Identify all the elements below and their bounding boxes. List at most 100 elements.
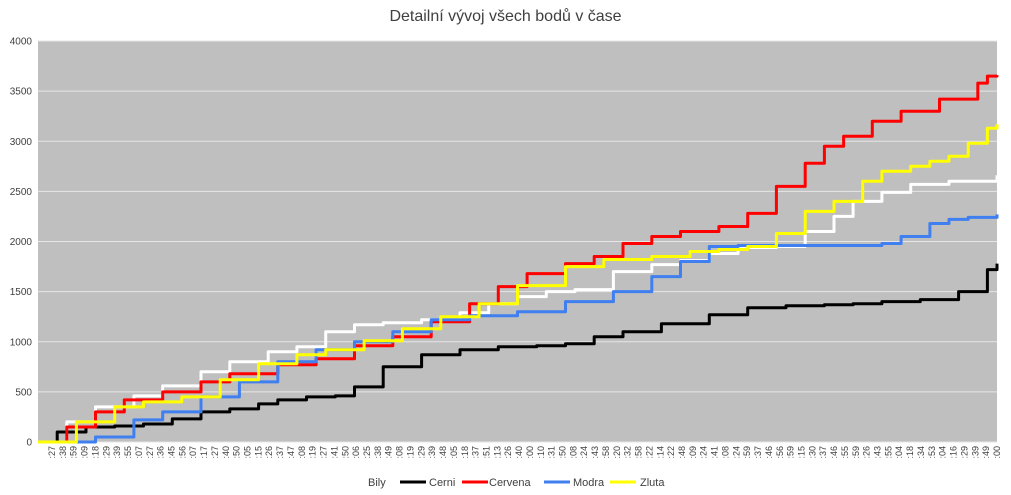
x-tick-label: :14 <box>655 446 665 459</box>
x-tick-label: :55 <box>883 446 893 459</box>
x-tick-label: :10 <box>536 446 546 459</box>
x-tick-label: :31 <box>547 446 557 459</box>
x-tick-label: :26 <box>503 446 513 459</box>
x-tick-label: :18 <box>905 446 915 459</box>
series-line-cervena <box>38 74 999 444</box>
x-tick-label: :19 <box>405 446 415 459</box>
x-tick-label: :56 <box>775 446 785 459</box>
x-tick-label: :20 <box>612 446 622 459</box>
x-tick-label: :40 <box>221 446 231 459</box>
x-tick-label: :39 <box>427 446 437 459</box>
y-tick-label: 1000 <box>10 337 33 348</box>
x-tick-label: :34 <box>916 446 926 459</box>
x-tick-label: :45 <box>166 446 176 459</box>
x-tick-label: :59 <box>69 446 79 459</box>
x-tick-label: :00 <box>992 446 1002 459</box>
x-tick-label: :46 <box>764 446 774 459</box>
x-tick-label: :48 <box>677 446 687 459</box>
x-tick-label: :36 <box>156 446 166 459</box>
x-tick-label: :49 <box>981 446 991 459</box>
x-tick-label: :58 <box>634 446 644 459</box>
legend-label-bily: Bily <box>368 477 386 489</box>
x-tick-label: :38 <box>373 446 383 459</box>
x-tick-label: :53 <box>927 446 937 459</box>
x-tick-label: :26 <box>264 446 274 459</box>
x-axis: :27:38:59:09:18:29:39:55:07:27:36:45:56:… <box>47 446 1002 459</box>
x-tick-label: :05 <box>243 446 253 459</box>
x-tick-label: :47 <box>286 446 296 459</box>
x-tick-label: :46 <box>829 446 839 459</box>
x-tick-label: :29 <box>416 446 426 459</box>
x-tick-label: :04 <box>938 446 948 459</box>
series-line-zluta <box>38 124 999 444</box>
x-tick-label: :08 <box>297 446 307 459</box>
y-tick-label: 4000 <box>10 37 33 48</box>
y-tick-label: 3500 <box>10 87 33 98</box>
x-tick-label: :59 <box>742 446 752 459</box>
x-tick-label: :39 <box>112 446 122 459</box>
x-tick-label: :24 <box>731 446 741 459</box>
legend-label-cerni: Cerni <box>429 477 455 489</box>
x-tick-label: :06 <box>351 446 361 459</box>
x-tick-label: :40 <box>514 446 524 459</box>
x-tick-label: :41 <box>710 446 720 459</box>
x-tick-label: :05 <box>449 446 459 459</box>
x-tick-label: :08 <box>720 446 730 459</box>
y-axis: 0 500 1000 1500 2000 2500 3000 3500 4000 <box>10 37 33 449</box>
series-line-cerni <box>38 263 999 444</box>
x-tick-label: :29 <box>959 446 969 459</box>
x-tick-label: :50 <box>340 446 350 459</box>
y-tick-label: 3000 <box>10 137 33 148</box>
x-tick-label: :55 <box>840 446 850 459</box>
x-tick-label: :50 <box>232 446 242 459</box>
x-tick-label: :17 <box>199 446 209 459</box>
x-tick-label: :04 <box>894 446 904 459</box>
x-tick-label: :08 <box>395 446 405 459</box>
x-tick-label: :38 <box>58 446 68 459</box>
x-tick-label: :37 <box>818 446 828 459</box>
x-tick-label: :37 <box>471 446 481 459</box>
x-tick-label: :30 <box>807 446 817 459</box>
x-tick-label: :43 <box>590 446 600 459</box>
x-tick-label: :49 <box>384 446 394 459</box>
x-tick-label: :16 <box>949 446 959 459</box>
x-tick-label: :27 <box>210 446 220 459</box>
y-tick-label: 2000 <box>10 237 33 248</box>
x-tick-label: :25 <box>362 446 372 459</box>
x-tick-label: :51 <box>481 446 491 459</box>
y-tick-label: 1500 <box>10 287 33 298</box>
legend-label-zluta: Zluta <box>640 477 665 489</box>
x-tick-label: :29 <box>101 446 111 459</box>
x-tick-label: :09 <box>688 446 698 459</box>
x-tick-label: :22 <box>644 446 654 459</box>
x-tick-label: :59 <box>851 446 861 459</box>
x-tick-label: :55 <box>123 446 133 459</box>
x-tick-label: :50 <box>558 446 568 459</box>
x-tick-label: :32 <box>623 446 633 459</box>
x-tick-label: :13 <box>492 446 502 459</box>
x-tick-label: :18 <box>460 446 470 459</box>
x-tick-label: :07 <box>134 446 144 459</box>
x-tick-label: :37 <box>275 446 285 459</box>
x-tick-label: :37 <box>753 446 763 459</box>
legend-label-cervena: Cervena <box>489 477 531 489</box>
x-tick-label: :18 <box>90 446 100 459</box>
x-tick-label: :26 <box>862 446 872 459</box>
x-tick-label: :09 <box>80 446 90 459</box>
x-tick-label: :58 <box>601 446 611 459</box>
y-tick-label: 500 <box>15 387 32 398</box>
x-tick-label: :56 <box>177 446 187 459</box>
x-tick-label: :22 <box>666 446 676 459</box>
y-tick-label: 0 <box>26 438 32 449</box>
legend-label-modra: Modra <box>573 477 605 489</box>
x-tick-label: :27 <box>145 446 155 459</box>
chart-title: Detailní vývoj všech bodů v čase <box>389 8 622 25</box>
x-tick-label: :00 <box>525 446 535 459</box>
gridlines <box>38 40 997 443</box>
x-tick-label: :15 <box>796 446 806 459</box>
x-tick-label: :27 <box>319 446 329 459</box>
x-tick-label: :24 <box>699 446 709 459</box>
x-tick-label: :43 <box>873 446 883 459</box>
x-tick-label: :24 <box>579 446 589 459</box>
